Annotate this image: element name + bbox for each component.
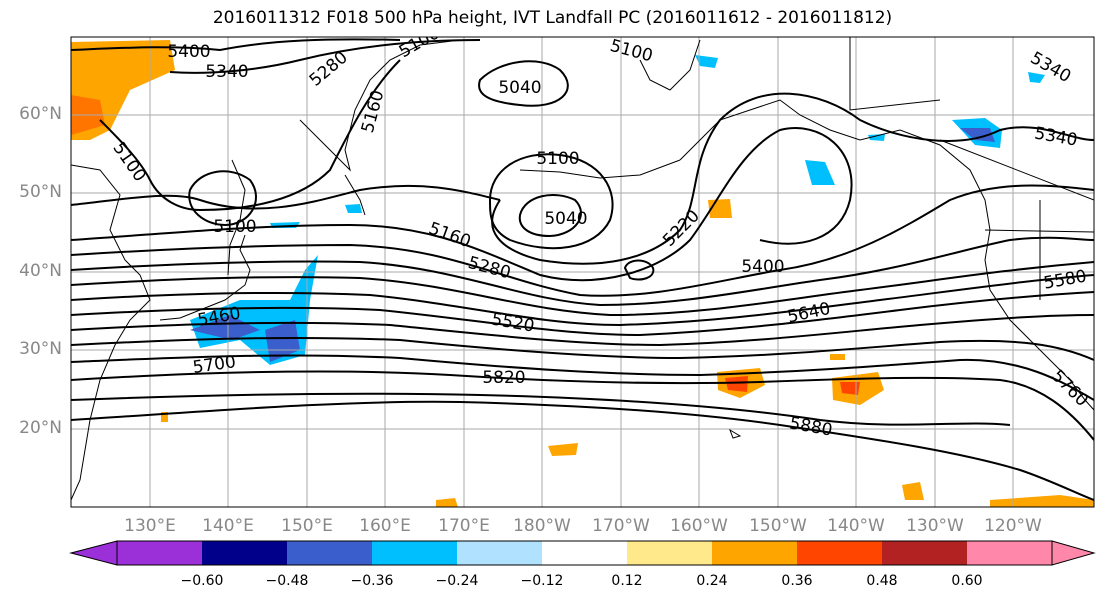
contour-label: 5820 [482,368,525,388]
lon-label-120w: 120°W [984,516,1042,536]
contour-label: 5340 [205,62,248,82]
lon-label-180w: 180°W [513,516,571,536]
colorbar-tick-label: 0.24 [696,573,728,589]
lon-label-140e: 140°E [202,516,254,536]
colorbar-tick-label: −0.24 [435,573,479,589]
lon-label-160w: 160°W [670,516,728,536]
colorbar-tick-label: 0.36 [781,573,813,589]
lon-label-170w: 170°W [592,516,650,536]
lon-label-150w: 150°W [749,516,807,536]
map-title: 2016011312 F018 500 hPa height, IVT Land… [212,8,893,28]
colorbar-tick-label: −0.36 [350,573,394,589]
lat-label-50n: 50°N [19,182,62,202]
colorbar [69,540,1096,566]
lat-label-60n: 60°N [19,104,62,124]
colorbar-tick-label: 0.12 [611,573,643,589]
colorbar-tick-label: 0.48 [866,573,898,589]
lon-label-140w: 140°W [827,516,885,536]
lon-label-130w: 130°W [906,516,964,536]
lon-label-170e: 170°E [438,516,490,536]
contour-label: 5040 [498,78,541,98]
contour-label: 5400 [167,42,210,62]
lon-label-130e: 130°E [124,516,176,536]
colorbar-tick-label: 0.60 [951,573,983,589]
colorbar-tick-label: −0.48 [265,573,309,589]
contour-label: 5040 [544,209,587,229]
graticule [71,37,1094,507]
lon-label-150e: 150°E [281,516,333,536]
lat-label-30n: 30°N [19,339,62,359]
height-contours [71,38,1094,501]
contour-label: 5100 [213,217,256,237]
colorbar-tick-label: −0.60 [180,573,224,589]
lat-label-40n: 40°N [19,261,62,281]
map-frame [70,36,1095,508]
colorbar-tick-label: −0.12 [520,573,564,589]
lat-label-20n: 20°N [19,418,62,438]
contour-label: 5400 [741,257,784,277]
contour-label: 5100 [536,149,579,169]
lon-label-160e: 160°E [359,516,411,536]
coastlines [71,37,1094,501]
